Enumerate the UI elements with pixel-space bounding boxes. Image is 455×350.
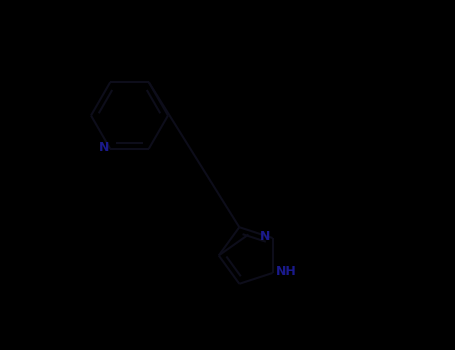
Text: N: N [99,141,109,154]
Text: NH: NH [275,265,296,278]
Text: N: N [260,230,270,243]
